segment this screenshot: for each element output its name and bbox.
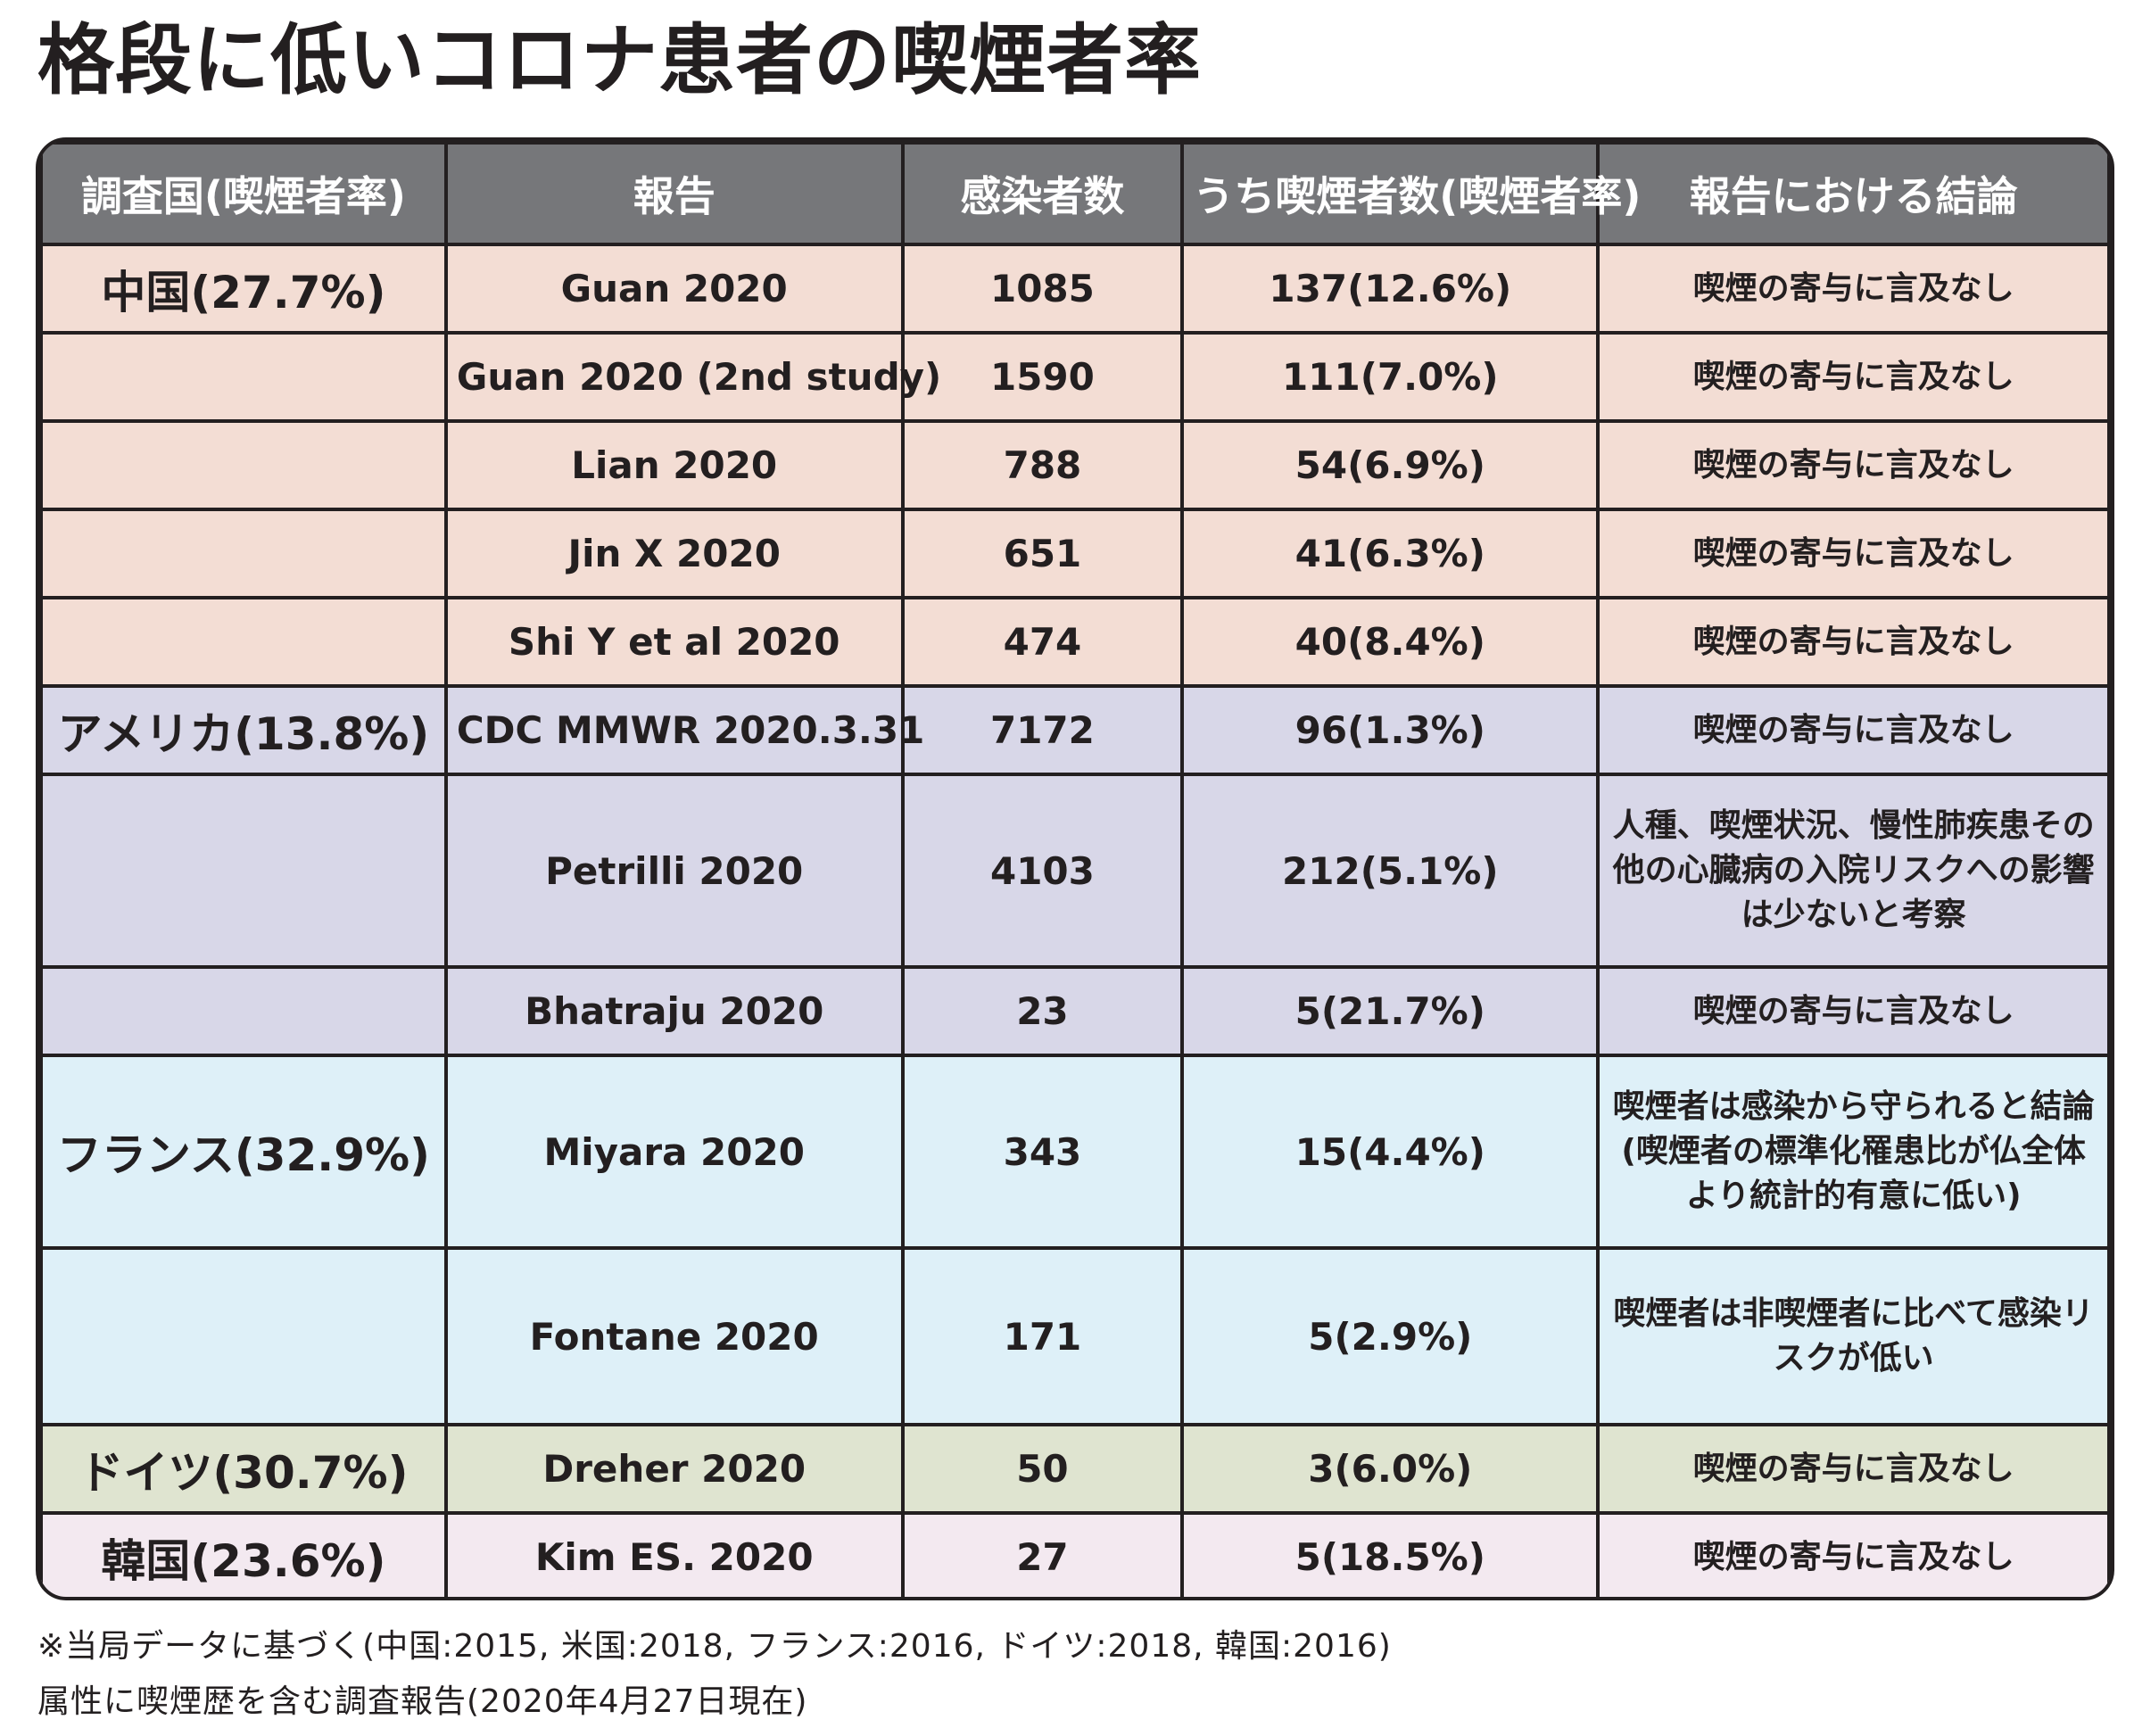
conclusion-cell: 喫煙の寄与に言及なし	[1596, 1511, 2111, 1597]
smokers-cell: 212(5.1%)	[1180, 773, 1600, 969]
country-cell	[39, 419, 448, 511]
column-header-report: 報告	[443, 141, 905, 246]
page-title: 格段に低いコロナ患者の喫煙者率	[37, 16, 1202, 105]
infected-cell: 651	[900, 508, 1185, 599]
table-row: Lian 2020 788 54(6.9%) 喫煙の寄与に言及なし	[39, 419, 2111, 511]
conclusion-cell: 喫煙の寄与に言及なし	[1596, 508, 2111, 599]
table-row: Guan 2020 (2nd study) 1590 111(7.0%) 喫煙の…	[39, 331, 2111, 423]
conclusion-cell: 喫煙の寄与に言及なし	[1596, 596, 2111, 688]
infected-cell: 1590	[900, 331, 1185, 423]
conclusion-cell: 喫煙の寄与に言及なし	[1596, 684, 2111, 776]
footnote-source: ※当局データに基づく(中国:2015, 米国:2018, フランス:2016, …	[37, 1628, 1392, 1665]
report-cell: Guan 2020	[443, 243, 905, 335]
smokers-cell: 3(6.0%)	[1180, 1423, 1600, 1515]
infected-cell: 343	[900, 1054, 1185, 1250]
country-cell: ドイツ(30.7%)	[39, 1423, 448, 1515]
report-cell: Shi Y et al 2020	[443, 596, 905, 688]
infected-cell: 788	[900, 419, 1185, 511]
country-cell	[39, 508, 448, 599]
table-row: 中国(27.7%) Guan 2020 1085 137(12.6%) 喫煙の寄…	[39, 243, 2111, 335]
table-row: アメリカ(13.8%) CDC MMWR 2020.3.31 7172 96(1…	[39, 684, 2111, 776]
table-row: ドイツ(30.7%) Dreher 2020 50 3(6.0%) 喫煙の寄与に…	[39, 1423, 2111, 1515]
country-cell	[39, 773, 448, 969]
country-cell: アメリカ(13.8%)	[39, 684, 448, 776]
column-header-conclusion: 報告における結論	[1596, 141, 2111, 246]
report-cell: Lian 2020	[443, 419, 905, 511]
country-cell	[39, 965, 448, 1057]
smokers-cell: 15(4.4%)	[1180, 1054, 1600, 1250]
smokers-cell: 5(2.9%)	[1180, 1246, 1600, 1426]
table-row: Jin X 2020 651 41(6.3%) 喫煙の寄与に言及なし	[39, 508, 2111, 599]
column-header-country: 調査国(喫煙者率)	[39, 141, 448, 246]
conclusion-cell: 喫煙の寄与に言及なし	[1596, 331, 2111, 423]
report-cell: Kim ES. 2020	[443, 1511, 905, 1597]
smokers-cell: 111(7.0%)	[1180, 331, 1600, 423]
country-cell	[39, 1246, 448, 1426]
column-header-infected: 感染者数	[900, 141, 1185, 246]
smokers-cell: 41(6.3%)	[1180, 508, 1600, 599]
infected-cell: 50	[900, 1423, 1185, 1515]
conclusion-cell: 喫煙の寄与に言及なし	[1596, 419, 2111, 511]
infected-cell: 7172	[900, 684, 1185, 776]
conclusion-cell: 人種、喫煙状況、慢性肺疾患その他の心臓病の入院リスクへの影響は少ないと考察	[1596, 773, 2111, 969]
header-row: 調査国(喫煙者率) 報告 感染者数 うち喫煙者数(喫煙者率) 報告における結論	[39, 141, 2111, 246]
column-header-smokers: うち喫煙者数(喫煙者率)	[1180, 141, 1641, 246]
report-cell: Bhatraju 2020	[443, 965, 905, 1057]
report-cell: Fontane 2020	[443, 1246, 905, 1426]
infected-cell: 171	[900, 1246, 1185, 1426]
report-cell: CDC MMWR 2020.3.31	[443, 684, 924, 776]
smokers-cell: 40(8.4%)	[1180, 596, 1600, 688]
smokers-cell: 5(21.7%)	[1180, 965, 1600, 1057]
infected-cell: 23	[900, 965, 1185, 1057]
conclusion-cell: 喫煙の寄与に言及なし	[1596, 243, 2111, 335]
smokers-cell: 54(6.9%)	[1180, 419, 1600, 511]
infected-cell: 27	[900, 1511, 1185, 1597]
country-cell: フランス(32.9%)	[39, 1054, 448, 1250]
report-cell: Petrilli 2020	[443, 773, 905, 969]
report-cell: Guan 2020 (2nd study)	[443, 331, 941, 423]
table-row: 韓国(23.6%) Kim ES. 2020 27 5(18.5%) 喫煙の寄与…	[39, 1511, 2111, 1597]
table-row: Shi Y et al 2020 474 40(8.4%) 喫煙の寄与に言及なし	[39, 596, 2111, 688]
infected-cell: 4103	[900, 773, 1185, 969]
conclusion-cell: 喫煙の寄与に言及なし	[1596, 1423, 2111, 1515]
infected-cell: 1085	[900, 243, 1185, 335]
smokers-cell: 5(18.5%)	[1180, 1511, 1600, 1597]
country-cell	[39, 331, 448, 423]
table-row: フランス(32.9%) Miyara 2020 343 15(4.4%) 喫煙者…	[39, 1054, 2111, 1250]
table-row: Fontane 2020 171 5(2.9%) 喫煙者は非喫煙者に比べて感染リ…	[39, 1246, 2111, 1426]
report-cell: Dreher 2020	[443, 1423, 905, 1515]
country-cell: 中国(27.7%)	[39, 243, 448, 335]
conclusion-cell: 喫煙の寄与に言及なし	[1596, 965, 2111, 1057]
country-cell: 韓国(23.6%)	[39, 1511, 448, 1597]
conclusion-cell: 喫煙者は感染から守られると結論(喫煙者の標準化罹患比が仏全体より統計的有意に低い…	[1596, 1054, 2111, 1250]
smokers-cell: 96(1.3%)	[1180, 684, 1600, 776]
data-table: 調査国(喫煙者率) 報告 感染者数 うち喫煙者数(喫煙者率) 報告における結論 …	[39, 141, 2111, 1597]
conclusion-cell: 喫煙者は非喫煙者に比べて感染リスクが低い	[1596, 1246, 2111, 1426]
country-cell	[39, 596, 448, 688]
table-row: Bhatraju 2020 23 5(21.7%) 喫煙の寄与に言及なし	[39, 965, 2111, 1057]
infected-cell: 474	[900, 596, 1185, 688]
report-cell: Miyara 2020	[443, 1054, 905, 1250]
footnote-scope: 属性に喫煙歴を含む調査報告(2020年4月27日現在)	[37, 1683, 808, 1720]
smokers-cell: 137(12.6%)	[1180, 243, 1600, 335]
smoking-rate-table: 調査国(喫煙者率) 報告 感染者数 うち喫煙者数(喫煙者率) 報告における結論 …	[36, 137, 2114, 1600]
report-cell: Jin X 2020	[443, 508, 905, 599]
table-row: Petrilli 2020 4103 212(5.1%) 人種、喫煙状況、慢性肺…	[39, 773, 2111, 969]
